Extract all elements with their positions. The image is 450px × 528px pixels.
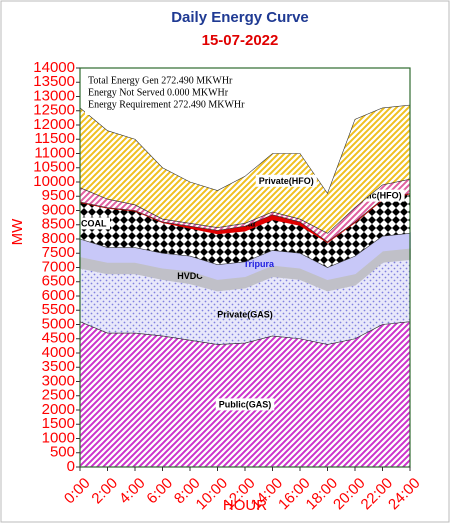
y-tick-label: 4000 [42,344,75,361]
chart-subtitle: 15-07-2022 [202,32,279,49]
area-label: Public(HFO) [350,191,402,201]
y-tick-label: 13000 [33,87,75,104]
y-tick-label: 13500 [33,73,75,90]
annotation: Energy Not Served 0.000 MKWHr [88,87,229,98]
y-tick-label: 12000 [33,116,75,133]
label-background [215,398,275,411]
y-tick-label: 8500 [42,216,75,233]
y-tick-label: 6500 [42,273,75,290]
y-tick-label: 12500 [33,102,75,119]
y-tick-label: 7500 [42,244,75,261]
y-tick-label: 1000 [42,429,75,446]
y-tick-label: 2500 [42,387,75,404]
y-tick-label: 4500 [42,330,75,347]
y-tick-label: 500 [50,444,75,461]
y-tick-label: 14000 [33,59,75,76]
y-tick-label: 9000 [42,201,75,218]
area-label: Public(GAS) [219,399,272,409]
area-label: COAL [81,218,107,228]
area-label: Private(HFO) [259,176,314,186]
y-tick-label: 8000 [42,230,75,247]
area-label: Private(GAS) [217,310,273,320]
y-tick-label: 5000 [42,315,75,332]
y-tick-label: 6000 [42,287,75,304]
y-tick-label: 3000 [42,372,75,389]
y-tick-label: 10500 [33,159,75,176]
label-background [78,217,110,230]
label-background [255,174,317,187]
y-tick-label: 1500 [42,415,75,432]
y-tick-label: 9500 [42,187,75,204]
x-axis-label: HOUR [223,497,267,514]
annotation: Energy Requirement 272.490 MKWHr [88,99,245,110]
annotation-box [85,73,260,115]
chart-title: Daily Energy Curve [171,9,309,26]
y-tick-label: 0 [67,458,75,475]
area-label: Tripura [243,259,275,269]
y-tick-label: 11500 [34,130,75,147]
y-tick-label: 10000 [33,173,75,190]
y-tick-label: 2000 [42,401,75,418]
y-tick-label: 3500 [42,358,75,375]
y-tick-label: 5500 [42,301,75,318]
y-tick-label: 11000 [34,144,75,161]
area-label: HVDC [177,271,203,281]
y-tick-label: 7000 [42,258,75,275]
annotation: Total Energy Gen 272.490 MKWHr [88,75,233,86]
y-axis-label: MW [9,218,26,245]
area [79,321,411,468]
